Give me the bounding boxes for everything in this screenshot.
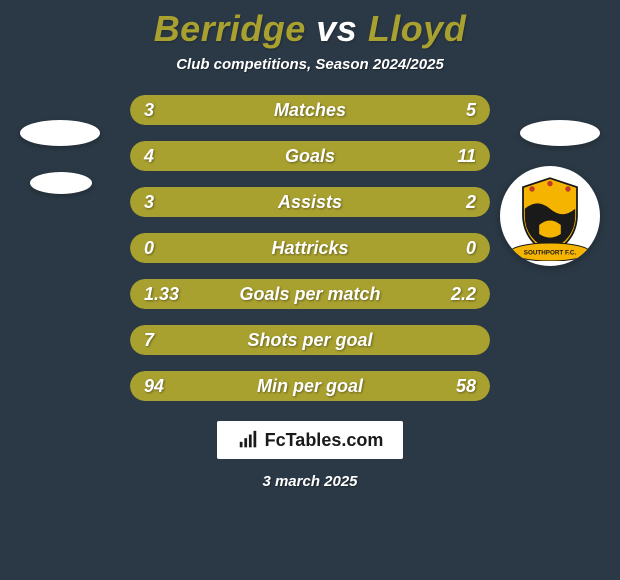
logo-text: FcTables.com (265, 430, 384, 451)
svg-text:SOUTHPORT F.C.: SOUTHPORT F.C. (524, 250, 577, 257)
stat-value-left: 94 (130, 371, 178, 401)
player1-name: Berridge (154, 8, 306, 49)
date: 3 march 2025 (262, 473, 357, 490)
stat-row: Goals411 (130, 141, 490, 171)
right-crest: SOUTHPORT F.C. (500, 166, 600, 266)
stat-value-right: 0 (452, 233, 490, 263)
right-badge-1 (520, 120, 600, 146)
stat-value-right: 2.2 (437, 279, 490, 309)
stat-value-right: 5 (452, 95, 490, 125)
bars-icon (237, 429, 259, 451)
left-badge-2 (30, 172, 92, 194)
stat-value-right: 2 (452, 187, 490, 217)
stat-row: Goals per match1.332.2 (130, 279, 490, 309)
stat-value-right: 11 (443, 141, 490, 171)
club-crest-icon: SOUTHPORT F.C. (500, 166, 600, 266)
stat-row: Matches35 (130, 95, 490, 125)
footer: FcTables.com 3 march 2025 (217, 421, 404, 490)
stat-value-left: 0 (130, 233, 168, 263)
stat-value-left: 1.33 (130, 279, 193, 309)
subtitle: Club competitions, Season 2024/2025 (176, 56, 444, 73)
site-logo: FcTables.com (217, 421, 404, 459)
title: Berridge vs Lloyd (154, 8, 467, 50)
bar-left (130, 325, 490, 355)
stats-list: Matches35Goals411Assists32Hattricks00Goa… (130, 95, 490, 401)
player2-name: Lloyd (368, 8, 467, 49)
stat-row: Hattricks00 (130, 233, 490, 263)
stat-value-right: 58 (442, 371, 490, 401)
stat-value-left: 3 (130, 95, 168, 125)
bar-right (130, 233, 490, 263)
title-vs: vs (316, 8, 357, 49)
stat-value-left: 7 (130, 325, 168, 355)
stat-row: Assists32 (130, 187, 490, 217)
stat-row: Min per goal9458 (130, 371, 490, 401)
stat-value-left: 4 (130, 141, 168, 171)
stat-value-left: 3 (130, 187, 168, 217)
left-badge-1 (20, 120, 100, 146)
stat-row: Shots per goal7 (130, 325, 490, 355)
comparison-card: Berridge vs Lloyd Club competitions, Sea… (0, 0, 620, 580)
